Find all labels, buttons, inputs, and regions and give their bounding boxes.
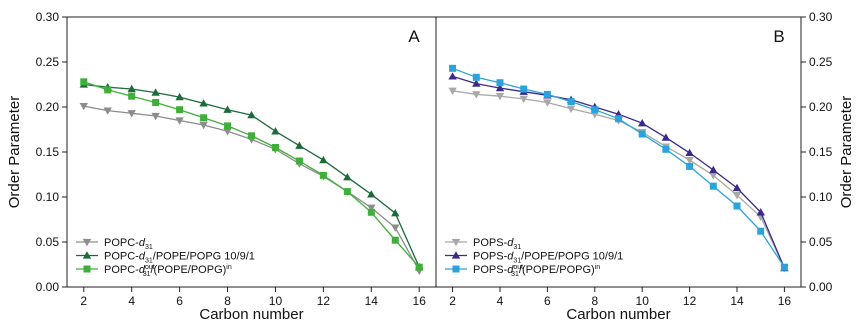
legend-text-tailsup: in [595,264,601,271]
legend-text-tail: /POPE/POPG 10/9/1 [153,251,255,263]
data-point [271,127,279,134]
legend-entry: POPS-d31/POPE/POPG 10/9/1 [473,251,623,265]
legend-text-tail: /(POPE/POPG) [151,264,227,276]
data-point [520,86,527,93]
data-point [416,264,423,271]
data-point [568,98,575,105]
y-tick-label-left: 0.25 [36,55,60,69]
y-tick-label-left: 0.00 [36,280,60,294]
x-tick-label: 16 [413,294,427,308]
x-tick-label: 2 [80,294,87,308]
legend-swatch-marker [84,266,91,273]
data-point [639,131,646,138]
data-point [710,183,717,190]
data-point [295,142,303,149]
legend-entry: POPS-dout 31/(POPE/POPG)in [473,264,600,278]
legend-text-base: POPS- [473,237,508,249]
data-point [615,115,622,122]
legend-entry: POPS-d31 [473,237,521,251]
x-tick-label: 14 [730,294,744,308]
panel-label: B [773,27,784,46]
data-point [449,65,456,72]
x-tick-label: 2 [449,294,456,308]
data-point [496,79,503,86]
data-point [319,156,327,163]
data-point [272,144,279,151]
legend-swatch-marker [453,266,460,273]
legend-text-base: POPC- [104,237,139,249]
y-tick-label-right: 0.25 [809,55,833,69]
data-point [224,122,231,129]
x-tick-label: 6 [176,294,183,308]
x-tick-label: 4 [497,294,504,308]
data-point [320,172,327,179]
data-point [591,106,598,113]
legend-text-base: POPS- [473,264,508,276]
data-point [391,224,399,231]
y-tick-label-right: 0.00 [809,280,833,294]
data-point [709,166,717,173]
data-point [128,93,135,100]
data-point [685,149,693,156]
legend-text-base: POPC- [104,251,139,263]
legend-text-tail: /POPE/POPG 10/9/1 [521,251,623,263]
data-point [734,203,741,210]
legend-text-base: POPS- [473,251,508,263]
y-tick-label-left: 0.15 [36,145,60,159]
data-point [662,133,670,140]
data-point [367,190,375,197]
data-point [368,209,375,216]
legend-entry: POPC-dout 31/(POPE/POPG)in [104,264,232,278]
data-point [176,106,183,113]
y-tick-label-left: 0.05 [36,235,60,249]
y-tick-label-right: 0.15 [809,145,833,159]
y-tick-label-left: 0.20 [36,100,60,114]
y-tick-label-right: 0.30 [809,10,833,24]
x-tick-label: 12 [683,294,697,308]
y-tick-label-left: 0.30 [36,10,60,24]
data-point [104,86,111,93]
data-point [757,228,764,235]
y-tick-label-right: 0.20 [809,100,833,114]
data-point [344,188,351,195]
x-tick-label: 4 [128,294,135,308]
data-point [781,264,788,271]
data-point [80,78,87,85]
legend-text-tail: /(POPE/POPG) [519,264,595,276]
y-tick-label-left: 0.10 [36,190,60,204]
data-point [343,173,351,180]
data-point [200,114,207,121]
x-tick-label: 16 [778,294,792,308]
legend-entry: POPC-d31 [104,237,153,251]
data-point [152,99,159,106]
legend-text-sub: 31 [511,271,519,278]
data-point [296,158,303,165]
legend-text-sub: 31 [145,244,153,251]
data-point [473,74,480,81]
legend-text-base: POPC- [104,264,139,276]
y-axis-title-right: Order Parameter [838,96,855,209]
legend-text-sub: 31 [513,244,521,251]
y-tick-label-right: 0.05 [809,235,833,249]
legend-entry: POPC-d31/POPE/POPG 10/9/1 [104,251,255,265]
x-tick-label: 14 [365,294,379,308]
data-point [733,184,741,191]
data-point [248,132,255,139]
data-point [686,163,693,170]
data-point [544,91,551,98]
panel-label: A [408,27,420,46]
x-axis-title: Carbon number [566,306,670,323]
legend-text-sub: 31 [143,271,151,278]
x-axis-title: Carbon number [199,306,303,323]
data-point [448,72,456,79]
y-tick-label-right: 0.10 [809,190,833,204]
x-tick-label: 12 [317,294,331,308]
data-point [662,146,669,153]
y-axis-title-left: Order Parameter [6,96,23,209]
x-tick-label: 6 [544,294,551,308]
legend-text-tailsup: in [226,264,232,271]
data-point [392,237,399,244]
